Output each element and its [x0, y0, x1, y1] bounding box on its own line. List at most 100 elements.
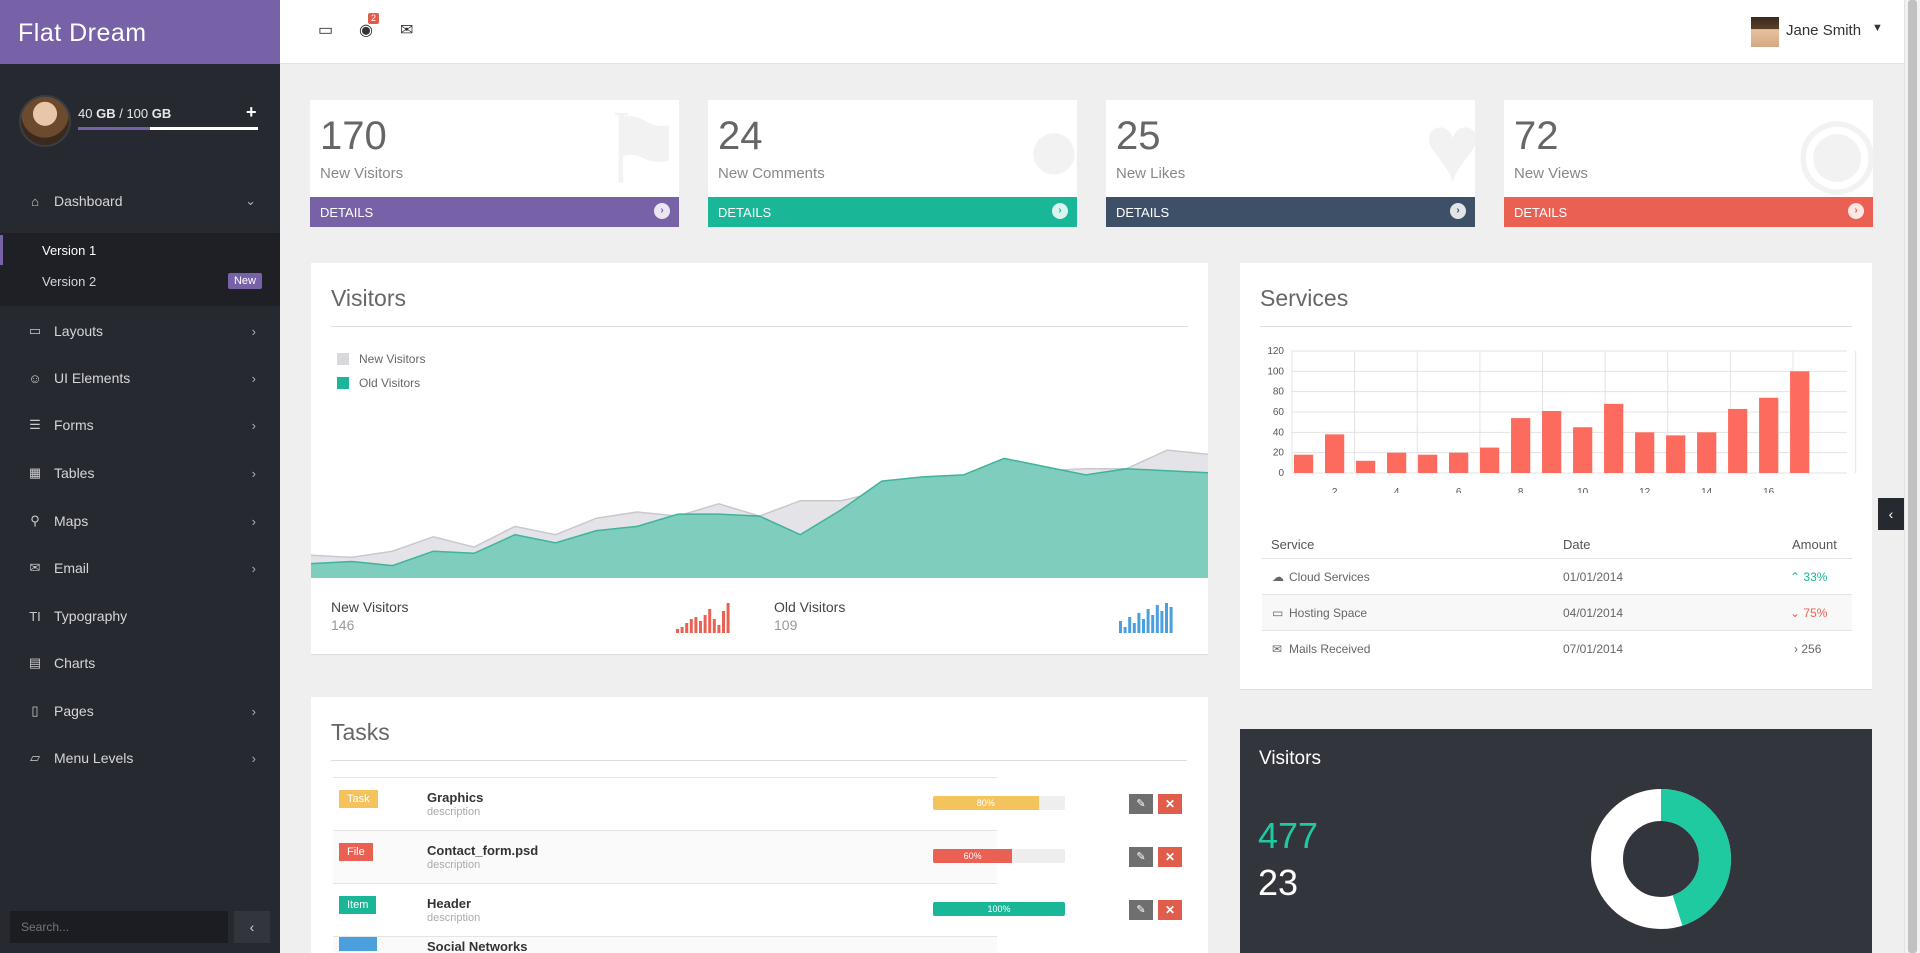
bar [1666, 435, 1686, 473]
edit-button[interactable]: ✎ [1129, 900, 1153, 920]
sidebar-item-charts[interactable]: ▤ Charts [0, 639, 280, 687]
column-header-date[interactable]: Date [1563, 537, 1591, 552]
dashboard-submenu [0, 233, 280, 306]
pencil-icon: ✎ [1136, 851, 1146, 863]
bar [1449, 452, 1469, 473]
task-name: Graphics [427, 790, 484, 805]
tile-details-link[interactable]: DETAILS › [708, 197, 1077, 227]
delete-button[interactable]: ✕ [1158, 794, 1182, 814]
bar [1480, 447, 1500, 473]
tile-details-link[interactable]: DETAILS › [1106, 197, 1475, 227]
tile-details-link[interactable]: DETAILS › [310, 197, 679, 227]
sidebar-avatar[interactable] [19, 95, 71, 147]
chevron-left-icon: ‹ [1888, 506, 1894, 522]
spark-bar [1123, 627, 1127, 633]
panel-title: Services [1260, 285, 1349, 311]
sidebar-item-label: Menu Levels [54, 750, 134, 766]
globe-icon[interactable]: ◉ [359, 22, 373, 39]
bar [1759, 397, 1779, 473]
service-date: 07/01/2014 [1563, 642, 1624, 656]
bar [1790, 371, 1810, 473]
sidebar-item-label: Email [54, 560, 90, 576]
file-icon: ▯ [31, 703, 39, 718]
task-tag: Task [339, 790, 378, 808]
donut-slice-a [1591, 789, 1731, 929]
sidebar-search-input[interactable] [10, 911, 228, 943]
tile-value: 170 [320, 114, 387, 158]
sidebar-item-label: Layouts [54, 323, 104, 339]
sidebar-item-dashboard[interactable]: ⌂ Dashboard ⌄ [0, 177, 280, 225]
table-icon: ▦ [28, 465, 42, 480]
inbox-icon[interactable]: ▭ [318, 22, 334, 39]
table-row[interactable]: ✉ Mails Received 07/01/2014 › 256 [1262, 630, 1852, 666]
y-tick-label: 100 [1267, 366, 1284, 377]
sidebar-item-typography[interactable]: TI Typography [0, 592, 280, 640]
legend-old-visitors[interactable]: Old Visitors [337, 376, 420, 390]
sidebar-item-layouts[interactable]: ▭ Layouts › [0, 307, 280, 355]
sidebar-item-label: UI Elements [54, 370, 131, 386]
spark-bar [1169, 607, 1173, 633]
comment-icon: ● [1025, 100, 1077, 202]
comments-icon[interactable]: ✉ [400, 22, 414, 39]
column-header-service[interactable]: Service [1271, 537, 1315, 552]
delete-button[interactable]: ✕ [1158, 847, 1182, 867]
avatar[interactable] [1751, 17, 1779, 47]
sidebar-item-forms[interactable]: ☰ Forms › [0, 401, 280, 449]
task-row[interactable]: File Contact_form.psd description 60% ✎ ✕ [333, 830, 1182, 883]
panel-title: Visitors [1259, 748, 1321, 769]
spark-bar [1119, 621, 1122, 633]
user-menu[interactable]: Jane Smith [1786, 22, 1862, 39]
spark-bar [680, 627, 684, 633]
arrow-circle-right-icon: › [1052, 203, 1068, 219]
spark-bar [717, 625, 721, 633]
sidebar-item-email[interactable]: ✉ Email › [0, 544, 280, 592]
collapse-sidebar-button[interactable]: ‹ [234, 911, 270, 943]
spark-bar [703, 615, 707, 633]
panel-title: Visitors [331, 285, 406, 311]
bar [1511, 418, 1531, 473]
table-row[interactable]: ▭ Hosting Space 04/01/2014 ⌄ 75% [1262, 594, 1852, 630]
text-height-icon: TI [29, 608, 41, 624]
bar [1325, 434, 1345, 473]
visitors-panel: Visitors New Visitors Old Visitors New V… [311, 263, 1208, 655]
brand-logo[interactable]: Flat Dream [0, 0, 280, 64]
x-tick-label: 10 [1577, 487, 1589, 493]
service-name: Hosting Space [1289, 606, 1368, 620]
tile-label: New Likes [1116, 165, 1186, 182]
sidebar-item-menu-levels[interactable]: ▱ Menu Levels › [0, 734, 280, 782]
x-tick-label: 4 [1394, 487, 1400, 493]
task-row[interactable]: Social Networks✎✕ [333, 936, 997, 953]
sidebar-item-pages[interactable]: ▯ Pages › [0, 687, 280, 735]
tile-value: 24 [718, 114, 763, 158]
right-panel-toggle[interactable]: ‹ [1878, 498, 1904, 530]
smile-icon: ☺ [28, 370, 42, 386]
edit-button[interactable]: ✎ [1129, 794, 1153, 814]
service-name: Mails Received [1289, 642, 1371, 656]
plus-icon[interactable]: + [246, 102, 257, 122]
arrow-circle-right-icon: › [1848, 203, 1864, 219]
task-row[interactable]: Item Header description 100% ✎ ✕ [333, 883, 1182, 936]
edit-button[interactable]: ✎ [1129, 847, 1153, 867]
submenu-item-version-2[interactable]: Version 2 New [0, 266, 280, 296]
flag-icon: ⚑ [598, 100, 679, 204]
chevron-right-icon: › [251, 513, 256, 529]
sidebar-item-ui-elements[interactable]: ☺ UI Elements › [0, 354, 280, 402]
chevron-right-icon: › [251, 703, 256, 719]
sidebar-item-maps[interactable]: ⚲ Maps › [0, 497, 280, 545]
area-series-old-visitors [311, 458, 1208, 578]
delete-button[interactable]: ✕ [1158, 900, 1182, 920]
column-header-amount[interactable]: Amount [1792, 537, 1837, 552]
task-name: Header [427, 896, 472, 911]
caret-down-icon[interactable]: ▼ [1872, 22, 1883, 34]
spark-bar [694, 617, 698, 633]
task-row[interactable]: Task Graphics description 80% ✎ ✕ [333, 777, 1182, 830]
legend-new-visitors[interactable]: New Visitors [337, 352, 425, 366]
table-row[interactable]: ☁ Cloud Services 01/01/2014 ⌃ 33% [1262, 558, 1852, 594]
page-scrollbar[interactable] [1904, 0, 1920, 953]
tile-label: New Views [1514, 165, 1588, 182]
submenu-item-version-1[interactable]: Version 1 [0, 235, 280, 265]
tile-details-link[interactable]: DETAILS › [1504, 197, 1873, 227]
task-tag: Item [339, 896, 377, 914]
services-panel: Services 0 20 40 60 80 100 120 2 4 6 8 10 12 14 16 Ser… [1240, 263, 1872, 690]
sidebar-item-tables[interactable]: ▦ Tables › [0, 449, 280, 497]
